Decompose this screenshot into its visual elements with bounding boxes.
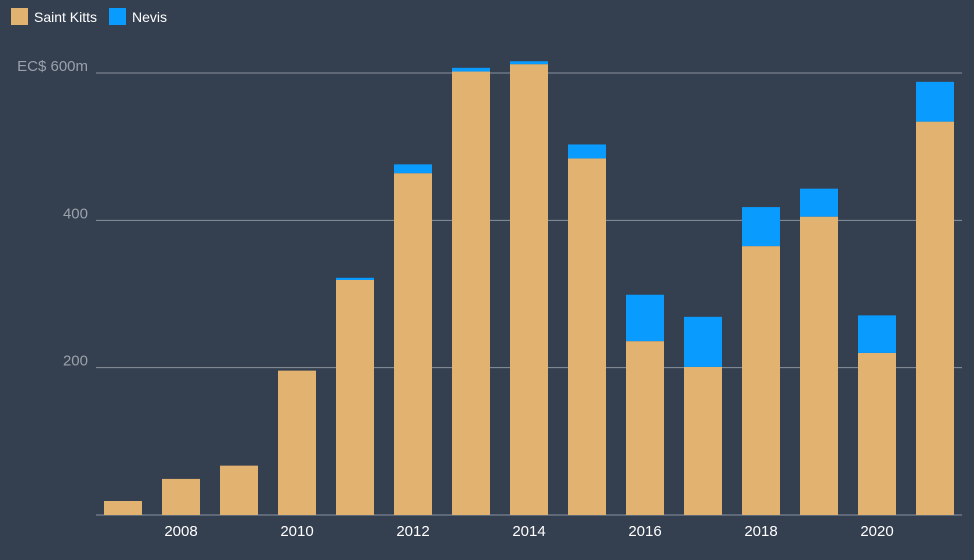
bars	[104, 61, 954, 516]
bar-nevis-2015[interactable]	[568, 144, 606, 159]
bar-nevis-2012[interactable]	[394, 164, 432, 174]
bar-saint-kitts-2008[interactable]	[162, 478, 200, 515]
bar-nevis-2017[interactable]	[684, 316, 722, 367]
bar-saint-kitts-2021[interactable]	[916, 121, 954, 516]
y-tick-label-400: 400	[63, 205, 88, 222]
bar-nevis-2021[interactable]	[916, 81, 954, 122]
x-tick-label-2012: 2012	[396, 523, 429, 540]
y-axis-labels: 200 400 EC$ 600m	[17, 58, 88, 370]
legend-label-saint-kitts: Saint Kitts	[34, 8, 98, 25]
bar-nevis-2014[interactable]	[510, 61, 548, 65]
bar-saint-kitts-2016[interactable]	[626, 341, 664, 515]
bar-saint-kitts-2018[interactable]	[742, 246, 780, 515]
x-tick-label-2018: 2018	[744, 523, 777, 540]
bar-saint-kitts-2014[interactable]	[510, 64, 548, 515]
x-tick-label-2010: 2010	[280, 523, 313, 540]
legend-item-nevis[interactable]: Nevis	[109, 8, 167, 25]
bar-saint-kitts-2011[interactable]	[336, 280, 374, 515]
bar-saint-kitts-2010[interactable]	[278, 370, 316, 515]
bar-nevis-2013[interactable]	[452, 67, 490, 72]
bar-nevis-2018[interactable]	[742, 207, 780, 247]
bar-saint-kitts-2007[interactable]	[104, 501, 142, 515]
bar-nevis-2016[interactable]	[626, 294, 664, 342]
x-tick-label-2016: 2016	[628, 523, 661, 540]
legend-swatch-nevis	[109, 8, 127, 25]
bar-saint-kitts-2017[interactable]	[684, 366, 722, 515]
bar-nevis-2019[interactable]	[800, 188, 838, 217]
legend-label-nevis: Nevis	[132, 8, 168, 25]
x-tick-label-2020: 2020	[860, 523, 893, 540]
bar-nevis-2020[interactable]	[858, 315, 896, 353]
x-tick-label-2014: 2014	[512, 523, 545, 540]
legend-swatch-saint-kitts	[11, 8, 28, 25]
x-axis-labels: 2008 2010 2012 2014 2016 2018 2020	[164, 523, 893, 540]
bar-saint-kitts-2020[interactable]	[858, 352, 896, 515]
bar-saint-kitts-2015[interactable]	[568, 158, 606, 515]
bar-saint-kitts-2019[interactable]	[800, 216, 838, 515]
legend: Saint Kitts Nevis	[11, 8, 167, 25]
legend-item-saint-kitts[interactable]: Saint Kitts	[11, 8, 97, 25]
x-tick-label-2008: 2008	[164, 523, 197, 540]
bar-saint-kitts-2012[interactable]	[394, 173, 432, 516]
y-tick-label-600: EC$ 600m	[17, 58, 88, 75]
bar-saint-kitts-2013[interactable]	[452, 71, 490, 515]
bar-nevis-2011[interactable]	[336, 277, 374, 281]
y-tick-label-200: 200	[63, 353, 88, 370]
bar-saint-kitts-2009[interactable]	[220, 465, 258, 515]
